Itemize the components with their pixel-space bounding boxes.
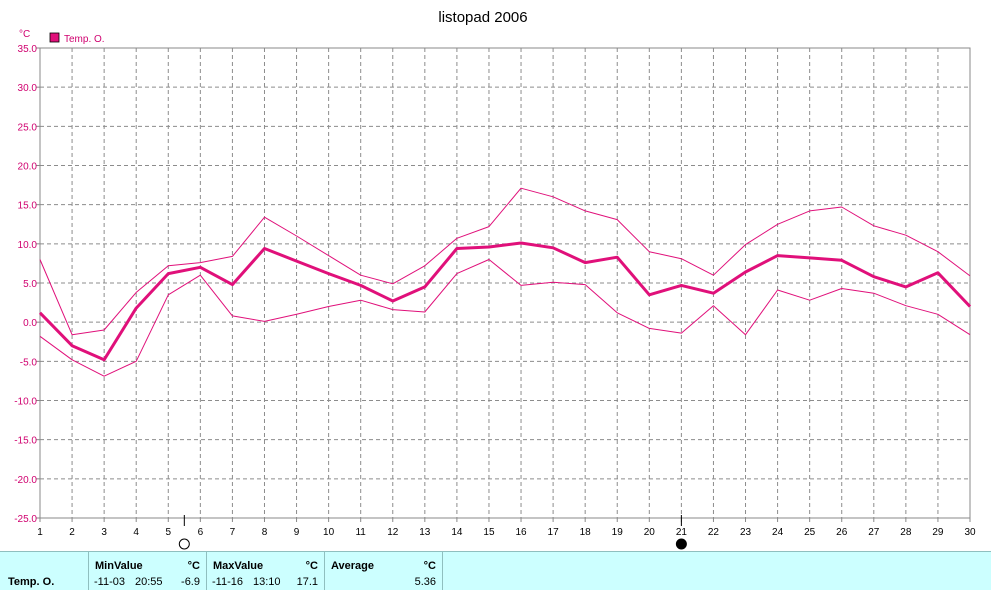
y-tick-label: 5.0 <box>23 279 37 290</box>
average-value: 5.36 <box>414 576 436 588</box>
x-tick-label: 1 <box>37 527 43 538</box>
chart-title: listopad 2006 <box>438 9 527 26</box>
y-tick-label: 0.0 <box>23 318 37 329</box>
x-tick-label: 9 <box>294 527 300 538</box>
x-tick-label: 3 <box>101 527 107 538</box>
x-tick-label: 24 <box>772 527 784 538</box>
y-tick-label: 10.0 <box>18 240 38 251</box>
x-tick-label: 8 <box>262 527 268 538</box>
x-tick-label: 6 <box>198 527 204 538</box>
x-tick-label: 5 <box>165 527 171 538</box>
average-unit: °C <box>423 560 436 572</box>
x-tick-label: 21 <box>676 527 688 538</box>
x-tick-label: 23 <box>740 527 752 538</box>
x-tick-label: 12 <box>387 527 399 538</box>
y-tick-label: 35.0 <box>18 44 38 55</box>
series-line-min <box>39 259 971 377</box>
max-value: 17.1 <box>296 576 318 588</box>
average-header: Average <box>331 560 375 572</box>
x-tick-label: 27 <box>868 527 880 538</box>
series-lines <box>38 187 972 377</box>
x-tick-label: 11 <box>355 527 366 538</box>
statistics-panel: Temp. O. MinValue °C -11-03 20:55 -6.9 M… <box>0 551 991 590</box>
x-tick-label: 7 <box>230 527 236 538</box>
y-tick-label: -5.0 <box>20 357 38 368</box>
max-value-cell: MaxValue °C -11-16 13:10 17.1 <box>206 552 324 590</box>
legend-label: Temp. O. <box>64 34 105 45</box>
x-tick-label: 19 <box>612 527 624 538</box>
x-tick-label: 18 <box>580 527 592 538</box>
y-tick-label: -15.0 <box>14 436 37 447</box>
x-tick-label: 14 <box>451 527 463 538</box>
y-axis-unit: °C <box>19 29 30 40</box>
x-tick-label: 10 <box>323 527 335 538</box>
x-tick-label: 17 <box>548 527 560 538</box>
min-value-unit: °C <box>187 560 200 572</box>
legend: Temp. O. <box>49 32 105 45</box>
legend-swatch <box>49 32 60 43</box>
empty-cell <box>442 552 991 590</box>
moon-phases <box>178 515 687 550</box>
grid <box>40 48 970 518</box>
x-axis: 1 2 3 4 5 6 7 8 9 10 11 12 13 14 15 16 17 18 19 20 21 22 23 24 2… <box>37 518 976 538</box>
x-tick-label: 20 <box>644 527 656 538</box>
x-tick-label: 26 <box>836 527 848 538</box>
full-moon-icon <box>178 538 190 550</box>
x-tick-label: 28 <box>900 527 912 538</box>
x-tick-label: 15 <box>483 527 495 538</box>
min-value-time: 20:55 <box>135 576 163 588</box>
y-tick-label: 30.0 <box>18 83 38 94</box>
max-value-unit: °C <box>305 560 318 572</box>
min-value: -6.9 <box>181 576 200 588</box>
x-tick-label: 30 <box>964 527 976 538</box>
y-tick-label: -20.0 <box>14 475 37 486</box>
x-tick-label: 2 <box>69 527 75 538</box>
new-moon-icon <box>675 538 687 550</box>
max-value-time: 13:10 <box>253 576 281 588</box>
series-name: Temp. O. <box>8 576 55 588</box>
y-tick-label: 25.0 <box>18 122 38 133</box>
x-tick-label: 25 <box>804 527 816 538</box>
x-tick-label: 16 <box>515 527 527 538</box>
y-tick-label: -25.0 <box>14 514 37 525</box>
y-tick-label: 15.0 <box>18 201 38 212</box>
average-cell: Average °C 5.36 <box>324 552 442 590</box>
x-tick-label: 22 <box>708 527 720 538</box>
max-value-date: -11-16 <box>212 576 243 588</box>
y-tick-label: 20.0 <box>18 162 38 173</box>
series-line-average <box>38 241 972 362</box>
series-cell: Temp. O. <box>0 552 88 590</box>
min-value-date: -11-03 <box>94 576 125 588</box>
y-tick-label: -10.0 <box>14 397 37 408</box>
y-axis: 35.0 30.0 25.0 20.0 15.0 10.0 5.0 0.0 -5.0 -10.0 -… <box>14 44 40 525</box>
x-tick-label: 13 <box>419 527 431 538</box>
max-value-header: MaxValue <box>213 560 264 572</box>
temperature-chart: listopad 2006 °C Temp. O. 35.030.025.020… <box>14 9 976 550</box>
min-value-header: MinValue <box>95 560 143 572</box>
x-tick-label: 4 <box>133 527 139 538</box>
series-line-max <box>39 187 971 336</box>
x-tick-label: 29 <box>932 527 944 538</box>
min-value-cell: MinValue °C -11-03 20:55 -6.9 <box>88 552 206 590</box>
